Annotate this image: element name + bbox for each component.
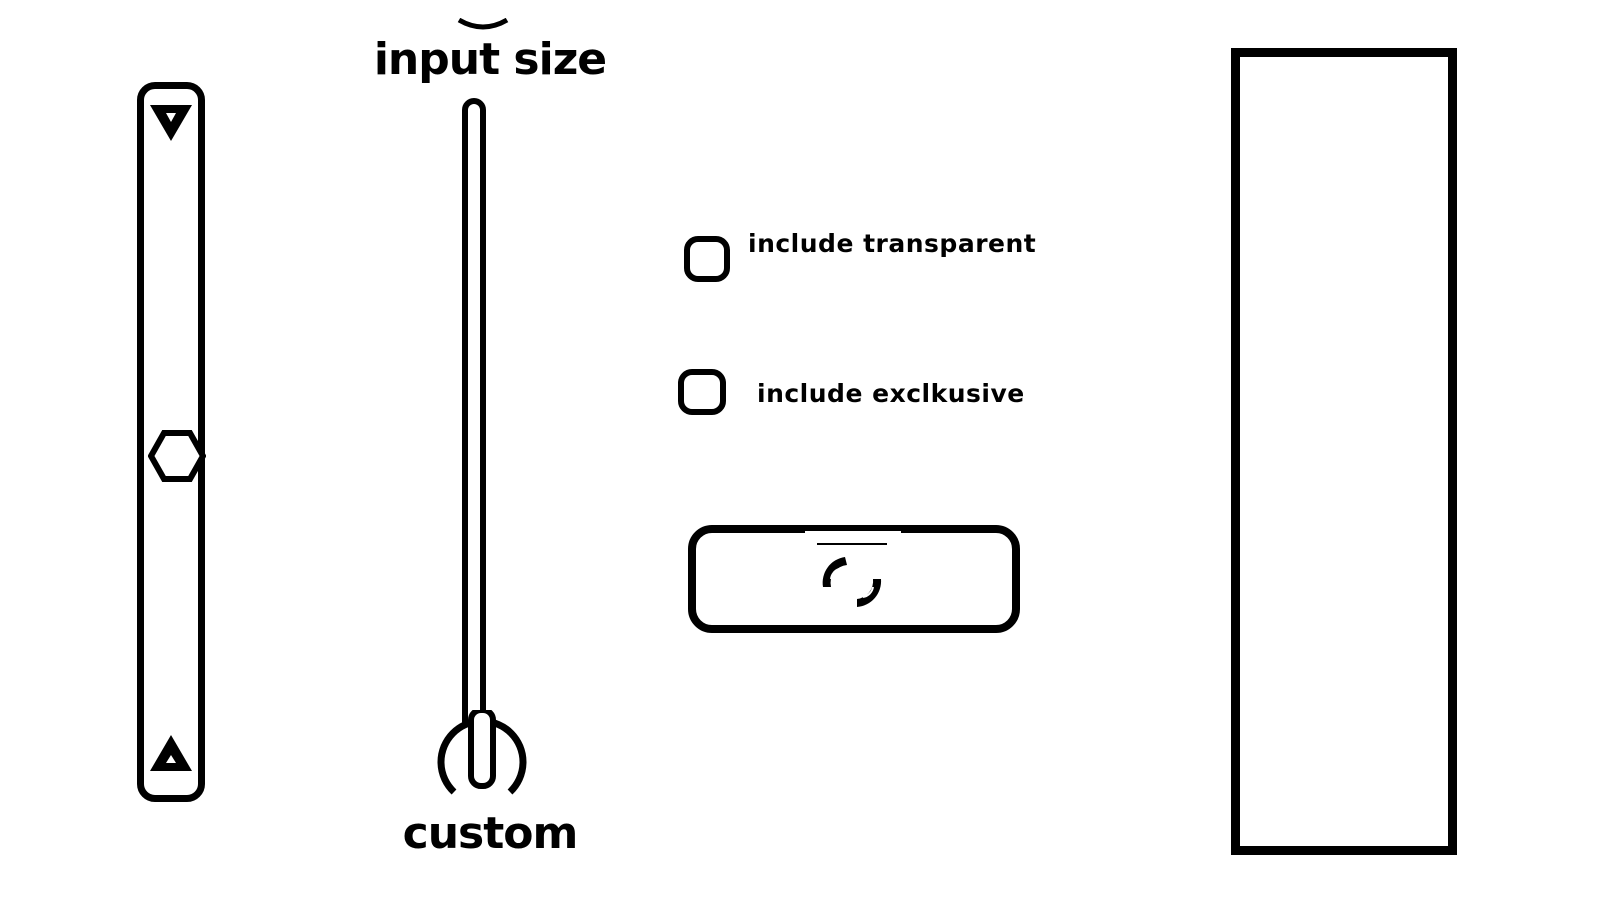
slider-track[interactable] xyxy=(462,98,486,790)
hexagon-icon[interactable] xyxy=(148,427,206,485)
slider-top-cap-icon xyxy=(457,18,509,30)
vertical-scrollbar[interactable] xyxy=(137,82,206,802)
include-exclusive-checkbox[interactable] xyxy=(678,369,726,415)
slider-footer-label: custom xyxy=(402,808,579,859)
triangle-down-icon[interactable] xyxy=(148,103,194,143)
include-transparent-label[interactable]: include transparent xyxy=(748,229,1037,258)
preview-panel xyxy=(1231,48,1457,855)
slider-title: input size xyxy=(373,34,607,85)
refresh-icon xyxy=(805,531,901,607)
slider-knob[interactable] xyxy=(436,710,528,796)
triangle-up-icon[interactable] xyxy=(148,733,194,773)
include-transparent-checkbox[interactable] xyxy=(684,236,730,282)
include-exclusive-label[interactable]: include exclkusive xyxy=(757,379,1025,408)
